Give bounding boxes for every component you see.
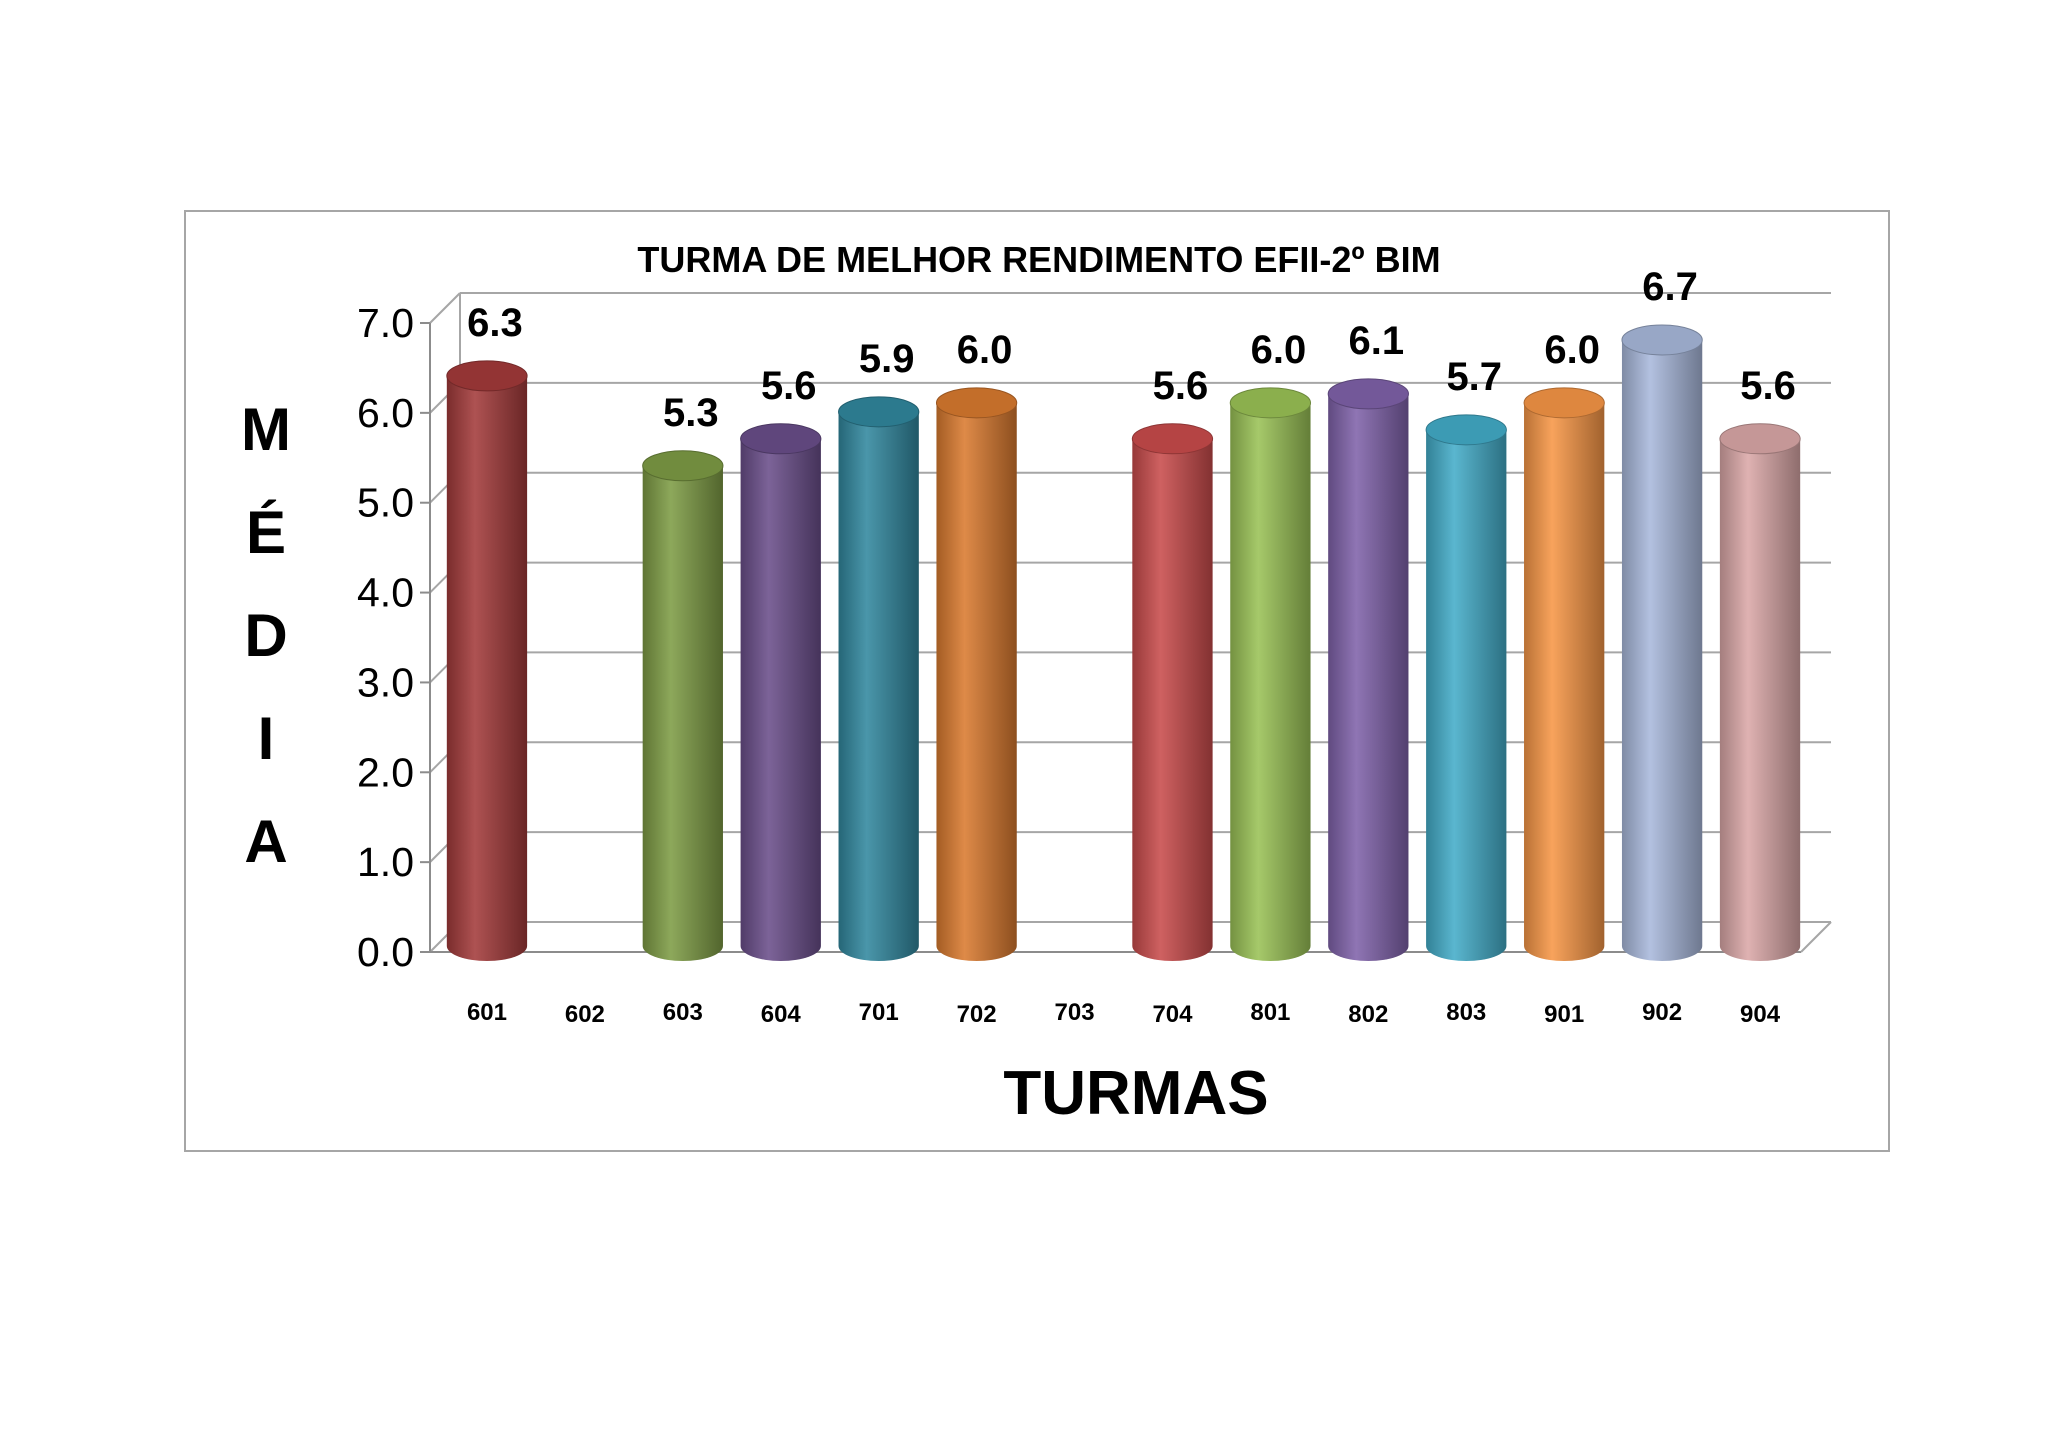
data-label: 6.3	[467, 301, 523, 345]
bar	[838, 396, 920, 961]
bar	[1523, 387, 1605, 962]
data-label: 6.1	[1349, 319, 1405, 363]
chart-svg: TURMA DE MELHOR RENDIMENTO EFII-2º BIM 0…	[241, 239, 1832, 1128]
bar	[1621, 324, 1703, 961]
data-label: 5.3	[663, 391, 719, 435]
bar	[740, 423, 822, 961]
y-tick-label: 1.0	[357, 839, 414, 885]
bar	[1327, 378, 1409, 962]
x-tick-label: 801	[1250, 999, 1290, 1026]
chart-title: TURMA DE MELHOR RENDIMENTO EFII-2º BIM	[637, 239, 1440, 280]
y-tick-label: 2.0	[357, 749, 414, 795]
x-tick-label: 701	[859, 999, 899, 1026]
x-tick-label: 803	[1446, 999, 1486, 1026]
x-tick-label: 704	[1152, 1001, 1193, 1028]
x-tick-label: 703	[1055, 999, 1095, 1026]
x-tick-label: 901	[1544, 1001, 1584, 1028]
y-axis-ticks: 0.0 1.0 2.0 3.0 4.0 5.0 6.0 7.0	[357, 300, 414, 975]
data-label: 6.0	[1544, 328, 1600, 372]
gridlines	[420, 292, 1832, 953]
chart-frame: TURMA DE MELHOR RENDIMENTO EFII-2º BIM 0…	[184, 210, 1890, 1152]
y-tick-label: 4.0	[357, 570, 414, 616]
y-tick-label: 7.0	[357, 300, 414, 346]
floor-edge	[1800, 921, 1832, 953]
data-label: 5.6	[1153, 364, 1209, 408]
y-tick-label: 5.0	[357, 480, 414, 526]
x-tick-label: 904	[1740, 1001, 1781, 1028]
x-tick-label: 602	[565, 1001, 605, 1028]
x-tick-label: 702	[957, 1001, 997, 1028]
y-axis-title-letter: M	[241, 396, 291, 463]
y-axis-title-letter: A	[244, 808, 287, 875]
gridline-depth	[429, 292, 461, 324]
y-axis-title-letter: D	[244, 602, 287, 669]
x-tick-label: 902	[1642, 999, 1682, 1026]
data-label: 6.0	[1251, 328, 1307, 372]
bar	[1229, 387, 1312, 961]
x-tick-label: 604	[761, 1001, 802, 1028]
data-label: 5.6	[1740, 364, 1796, 408]
bar	[935, 387, 1018, 961]
x-axis-ticks: 601 602 603 604 701 702 703 704 801 802 803 901 902 9…	[467, 999, 1781, 1028]
bars	[446, 324, 1801, 962]
x-tick-label: 601	[467, 999, 507, 1026]
y-tick-label: 3.0	[357, 659, 414, 705]
bar	[446, 360, 528, 961]
data-label: 6.7	[1642, 265, 1698, 309]
x-tick-label: 802	[1348, 1001, 1388, 1028]
x-axis-title: TURMAS	[1003, 1059, 1268, 1128]
y-tick-label: 0.0	[357, 929, 414, 975]
bar	[1719, 423, 1801, 961]
bar	[1425, 414, 1507, 962]
bar	[1131, 423, 1214, 961]
data-label: 5.9	[859, 337, 915, 381]
data-label: 6.0	[957, 328, 1013, 372]
data-label: 5.6	[761, 364, 817, 408]
y-tick-label: 6.0	[357, 390, 414, 436]
data-labels: 6.3 5.3 5.6 5.9 6.0 5.6 6.0 6.1 5.7 6.0 6.7 5.6	[467, 265, 1796, 435]
bar	[642, 450, 724, 961]
y-axis-title-letter: I	[258, 705, 275, 772]
y-axis-title-letter: É	[246, 499, 286, 566]
x-tick-label: 603	[663, 999, 703, 1026]
data-label: 5.7	[1446, 355, 1502, 399]
